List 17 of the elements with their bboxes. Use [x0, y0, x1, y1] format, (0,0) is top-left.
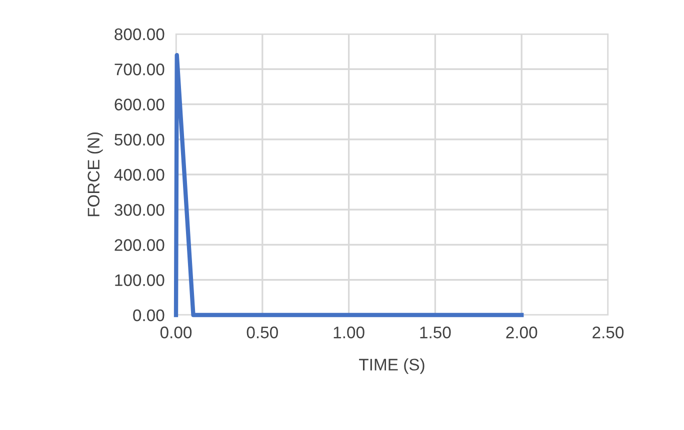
y-tick-label: 200.00 — [114, 239, 164, 251]
x-tick-label: 0.50 — [246, 326, 278, 338]
x-tick-label: 1.50 — [420, 326, 451, 338]
x-tick-label: 2.50 — [592, 326, 624, 338]
x-tick-label: 0.00 — [160, 326, 192, 338]
y-tick-label: 400.00 — [114, 168, 164, 181]
x-tick-label: 1.00 — [334, 326, 364, 338]
y-axis-title: FORCE (N) — [87, 132, 103, 216]
y-tick-label: 700.00 — [114, 64, 164, 76]
y-tick-label: 500.00 — [114, 134, 164, 146]
x-tick-label: 2.00 — [506, 326, 538, 338]
y-tick-label: 800.00 — [114, 28, 164, 40]
y-tick-label: 0.00 — [133, 309, 164, 322]
y-tick-label: 600.00 — [114, 98, 164, 110]
y-tick-label: 100.00 — [115, 274, 164, 286]
x-axis-title: TIME (S) — [359, 358, 424, 374]
y-tick-label: 300.00 — [114, 204, 164, 216]
